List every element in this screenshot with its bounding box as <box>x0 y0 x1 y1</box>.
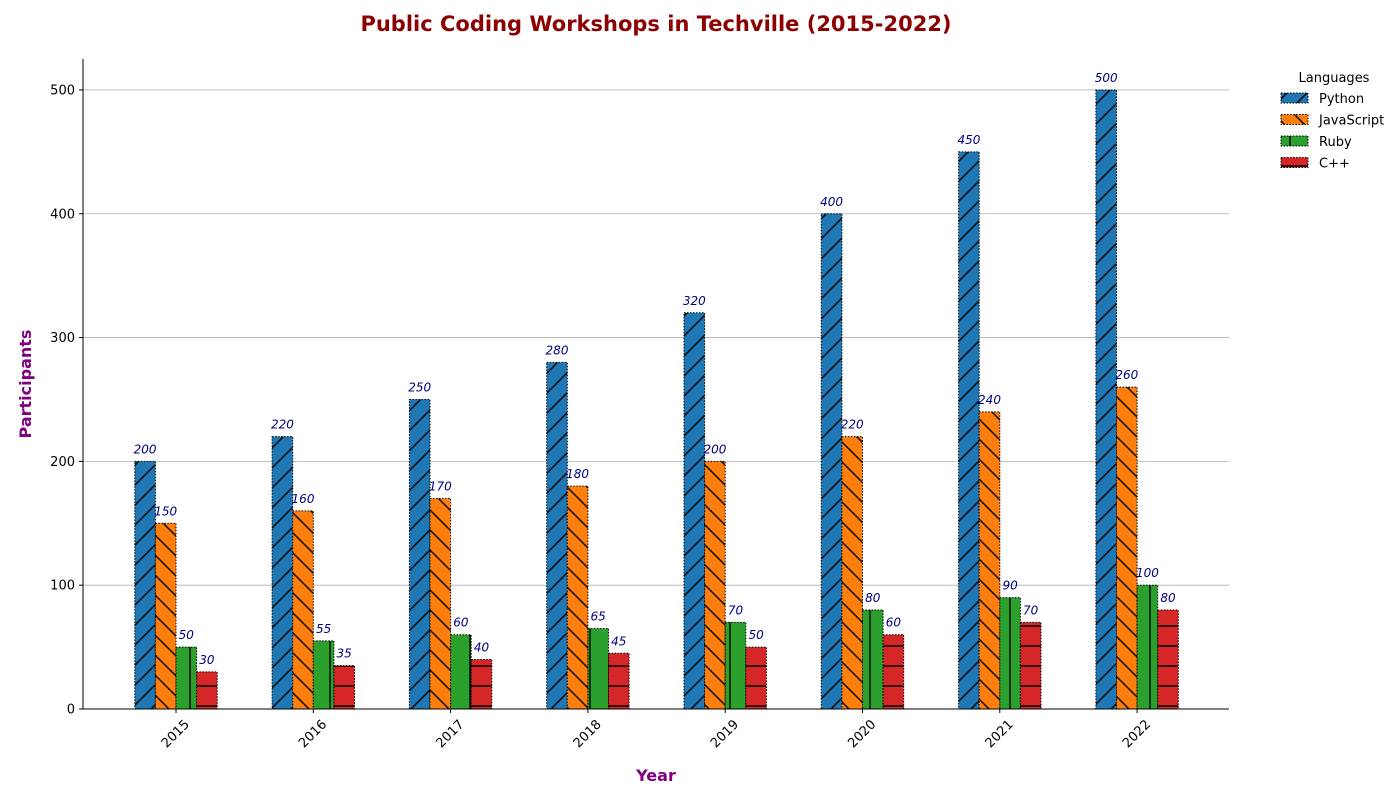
bar-javascript-2015 <box>154 522 177 710</box>
data-label: 40 <box>474 640 490 654</box>
axes: 0 100 200 300 400 500 2015 2016 2017 2018 2019 2020… <box>50 59 1229 751</box>
data-label: 240 <box>978 393 1001 407</box>
data-label: 50 <box>748 628 764 642</box>
legend-entry: Ruby <box>1319 135 1352 150</box>
data-label: 65 <box>591 610 606 624</box>
bar-python-2015 <box>134 460 156 710</box>
legend-swatch <box>1280 135 1309 147</box>
bar-ruby-2020 <box>862 609 884 710</box>
bar-ruby-2022 <box>1136 584 1159 710</box>
data-label: 45 <box>611 634 626 648</box>
data-label: 30 <box>199 653 215 667</box>
x-tick-label: 2021 <box>983 717 1017 751</box>
data-label: 80 <box>1160 591 1176 605</box>
data-label: 170 <box>429 480 452 494</box>
y-tick-label: 300 <box>50 331 75 346</box>
legend-swatch <box>1280 92 1309 104</box>
bar-python-2021 <box>958 151 980 710</box>
data-label: 100 <box>1136 566 1159 580</box>
data-label: 70 <box>728 603 744 617</box>
data-label: 200 <box>134 442 157 456</box>
data-labels: 200 150 50 30 220 160 55 35 250 170 60 40 280 180 65 45… <box>134 71 1176 667</box>
legend-swatch <box>1280 114 1309 125</box>
bar-python-2020 <box>820 213 843 710</box>
bar-javascript-2016 <box>292 510 314 710</box>
data-label: 80 <box>865 591 881 605</box>
bar-c--2015 <box>196 671 218 710</box>
data-label: 400 <box>820 195 843 209</box>
bar-c--2017 <box>470 658 493 710</box>
x-axis-label: Year <box>635 766 676 785</box>
y-axis-label: Participants <box>16 330 35 439</box>
data-label: 500 <box>1095 71 1118 85</box>
bar-javascript-2020 <box>841 436 864 710</box>
data-label: 250 <box>408 380 431 394</box>
bar-ruby-2021 <box>999 597 1021 710</box>
data-label: 220 <box>841 418 864 432</box>
bar-c--2019 <box>745 646 767 710</box>
data-label: 160 <box>292 492 315 506</box>
legend-entry: JavaScript <box>1318 114 1384 129</box>
x-tick-label: 2022 <box>1120 717 1154 751</box>
bar-javascript-2017 <box>429 498 452 710</box>
legend-title: Languages <box>1299 71 1370 86</box>
x-tick-label: 2018 <box>571 717 605 751</box>
grid-lines <box>83 89 1229 586</box>
bar-javascript-2021 <box>978 411 1001 710</box>
legend-swatch <box>1280 157 1309 168</box>
bars <box>134 89 1179 710</box>
x-tick-label: 2016 <box>296 717 330 751</box>
bar-c--2020 <box>882 634 905 710</box>
data-label: 70 <box>1023 603 1039 617</box>
bar-ruby-2018 <box>587 628 610 710</box>
data-label: 55 <box>316 622 331 636</box>
data-label: 180 <box>566 467 589 481</box>
chart-title: Public Coding Workshops in Techville (20… <box>360 12 951 36</box>
x-tick-label: 2019 <box>708 717 742 751</box>
bar-python-2019 <box>683 312 706 710</box>
bar-ruby-2019 <box>724 621 747 710</box>
data-label: 200 <box>703 442 726 456</box>
legend-entry: C++ <box>1319 157 1350 172</box>
bar-c--2016 <box>333 665 355 710</box>
data-label: 280 <box>546 343 569 357</box>
data-label: 35 <box>337 647 352 661</box>
bar-c--2018 <box>608 652 630 710</box>
y-tick-label: 0 <box>67 703 75 718</box>
bar-python-2022 <box>1095 89 1118 710</box>
legend-entry: Python <box>1319 92 1364 107</box>
data-label: 220 <box>271 418 294 432</box>
y-tick-label: 100 <box>50 579 75 594</box>
bar-javascript-2022 <box>1116 386 1138 710</box>
legend: Languages Python JavaScript Ruby C++ <box>1280 71 1384 172</box>
y-tick-label: 200 <box>50 455 75 470</box>
bar-javascript-2018 <box>566 485 589 710</box>
data-label: 150 <box>154 504 177 518</box>
bar-c--2021 <box>1019 621 1042 710</box>
y-tick-label: 400 <box>50 207 75 222</box>
bar-python-2017 <box>408 398 431 710</box>
y-tick-label: 500 <box>50 83 75 98</box>
bar-python-2018 <box>546 361 568 710</box>
bar-python-2016 <box>271 436 294 710</box>
data-label: 60 <box>453 616 469 630</box>
data-label: 90 <box>1002 579 1018 593</box>
bar-c--2022 <box>1157 609 1179 710</box>
data-label: 320 <box>683 294 706 308</box>
bar-ruby-2016 <box>312 640 335 710</box>
x-tick-label: 2015 <box>159 717 193 751</box>
data-label: 60 <box>886 616 902 630</box>
data-label: 260 <box>1115 368 1138 382</box>
bar-ruby-2015 <box>175 646 198 710</box>
data-label: 50 <box>179 628 195 642</box>
x-tick-label: 2017 <box>433 717 467 751</box>
x-tick-label: 2020 <box>845 717 879 751</box>
data-label: 450 <box>957 133 980 147</box>
bar-ruby-2017 <box>450 634 472 710</box>
bar-javascript-2019 <box>704 460 726 710</box>
